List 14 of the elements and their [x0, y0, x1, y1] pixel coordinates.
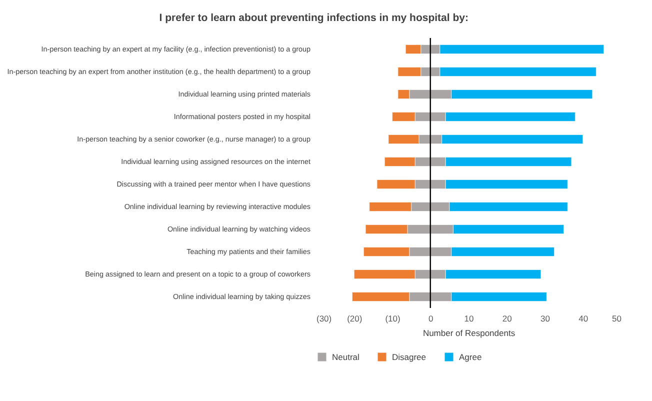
- x-tick-label: 50: [612, 314, 622, 324]
- legend-label: Agree: [459, 352, 482, 362]
- x-tick-label: 10: [464, 314, 474, 324]
- x-tick-label: 30: [540, 314, 550, 324]
- x-tick-label: (20): [347, 314, 362, 324]
- x-tick-label: (10): [385, 314, 400, 324]
- x-tick-label: 40: [578, 314, 588, 324]
- legend-label: Neutral: [332, 352, 360, 362]
- chart-title: I prefer to learn about preventing infections in my hospital by:: [159, 12, 468, 24]
- x-tick-label: (30): [316, 314, 332, 324]
- x-tick-label: 20: [502, 314, 512, 324]
- x-tick-label: 0: [428, 314, 434, 324]
- x-axis-title: Number of Respondents: [422, 328, 516, 338]
- legend-label: Disagree: [392, 352, 426, 362]
